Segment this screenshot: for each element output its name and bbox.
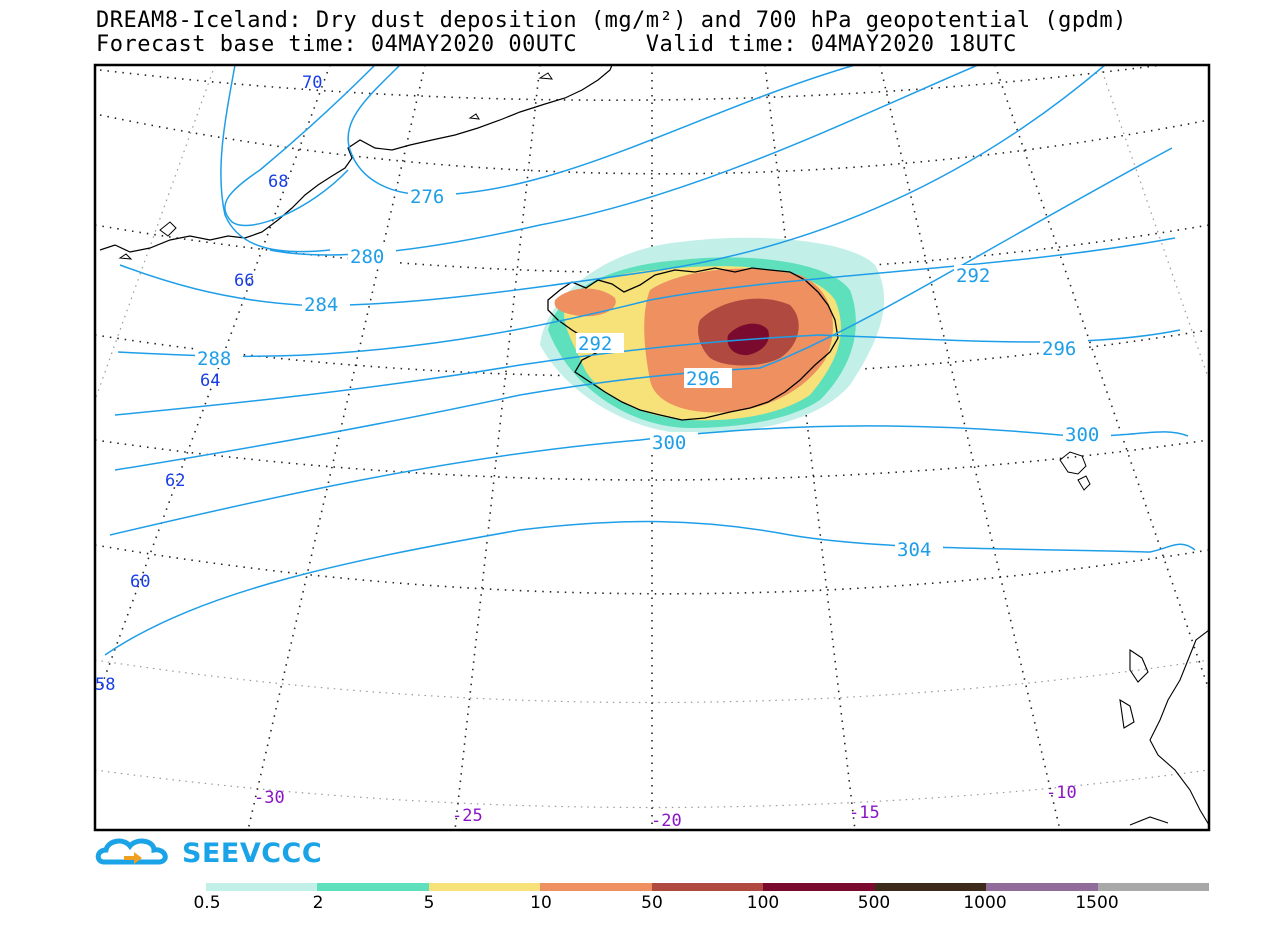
map-title: DREAM8-Iceland: Dry dust deposition (mg/… — [96, 8, 1127, 33]
colorbar-label: 500 — [857, 893, 891, 913]
deposition-colorbar — [206, 883, 1209, 891]
latitude-label: 68 — [268, 172, 288, 192]
colorbar-label: 100 — [746, 893, 780, 913]
contour-label: 276 — [410, 186, 444, 208]
map-frame — [93, 63, 1211, 832]
colorbar-segment — [206, 883, 318, 891]
colorbar-label: 1000 — [963, 893, 1007, 913]
colorbar-segment — [651, 883, 764, 891]
colorbar-segment — [874, 883, 987, 891]
colorbar-label: 1500 — [1075, 893, 1119, 913]
faroe-islands — [1059, 451, 1091, 491]
contour-label: 296 — [686, 368, 720, 390]
contour-label: 292 — [578, 333, 612, 355]
longitude-label: -30 — [254, 788, 285, 808]
colorbar-label: 10 — [530, 893, 552, 913]
latitude-label: 62 — [165, 471, 185, 491]
latitude-label: 58 — [95, 675, 115, 695]
latitude-label: 66 — [234, 271, 254, 291]
longitude-label: -25 — [452, 806, 483, 826]
contour-label: 304 — [897, 539, 931, 561]
longitude-label: -15 — [849, 803, 880, 823]
colorbar-label: 0.5 — [193, 893, 221, 913]
colorbar-segment — [540, 883, 652, 891]
longitude-grid-faint — [95, 65, 1209, 401]
iceland-coastline — [547, 267, 839, 421]
colorbar-segment — [986, 883, 1098, 891]
contour-label: 288 — [197, 348, 231, 370]
greenland-coastline — [99, 65, 613, 253]
latitude-label: 70 — [302, 73, 322, 93]
colorbar-segment — [428, 883, 541, 891]
contour-label: 284 — [304, 294, 338, 316]
contour-label: 296 — [1042, 338, 1076, 360]
colorbar-label: 2 — [312, 893, 324, 913]
greenland-coastline-islands — [118, 72, 553, 260]
seevccc-logo-text: SEEVCCC — [182, 838, 323, 869]
longitude-label: -10 — [1046, 783, 1077, 803]
latitude-label: 60 — [130, 572, 150, 592]
contour-label: 280 — [350, 246, 384, 268]
map-subtitle-times: Forecast base time: 04MAY2020 00UTC Vali… — [96, 32, 1017, 57]
colorbar-segment — [763, 883, 875, 891]
contour-label: 300 — [1065, 424, 1099, 446]
cloud-arrow-icon — [95, 838, 168, 865]
norway-coastline — [1119, 629, 1209, 826]
colorbar-segment — [317, 883, 429, 891]
colorbar-label: 5 — [423, 893, 435, 913]
latitude-label: 64 — [200, 371, 220, 391]
colorbar-label: 50 — [641, 893, 663, 913]
contour-label: 292 — [956, 265, 990, 287]
contour-label: 300 — [652, 432, 686, 454]
longitude-label: -20 — [651, 811, 682, 831]
colorbar-segment — [1097, 883, 1209, 891]
